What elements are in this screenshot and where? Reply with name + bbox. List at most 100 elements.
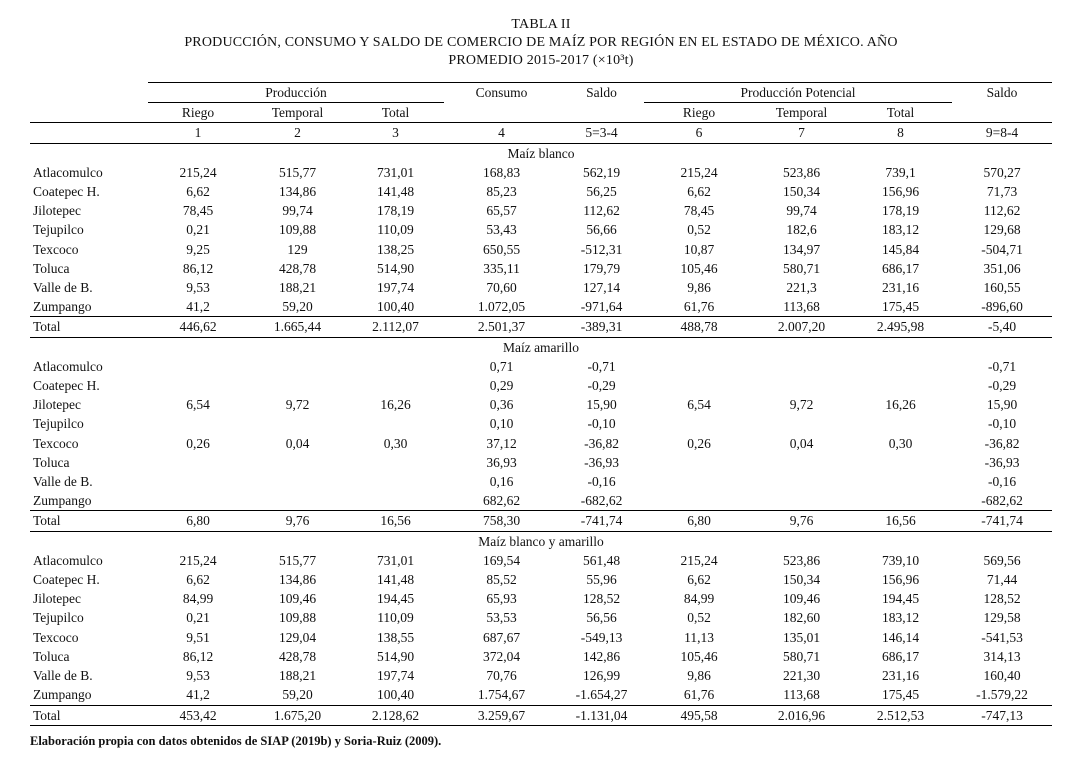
table-row: Zumpango 41,2 59,20 100,40 1.072,05 -971,64 61…	[30, 297, 1052, 317]
value-cell: -682,62	[580, 493, 623, 509]
value-cell: 351,06	[983, 260, 1021, 276]
header-group-row: Producción Consumo Saldo Producción Pote…	[30, 81, 1053, 124]
value-cell	[849, 472, 952, 491]
value-cell: 11,13	[684, 629, 714, 645]
value-cell: 85,52	[486, 572, 517, 588]
value-cell	[347, 472, 444, 491]
value-cell: 682,62	[482, 493, 521, 509]
column-number-4: 4	[444, 122, 560, 144]
value-cell	[248, 414, 347, 433]
column-header-temporal: Temporal	[248, 102, 347, 124]
table-caption-line-2: PROMEDIO 2015-2017 (×10³t)	[448, 53, 634, 68]
value-cell: 515,77	[278, 164, 317, 180]
value-cell: 178,19	[376, 203, 415, 219]
region-cell: Total	[30, 510, 148, 532]
value-cell	[754, 491, 849, 511]
value-cell: 109,88	[278, 610, 317, 626]
table-row: Toluca 86,12 428,78 514,90 335,11 179,79 105,4…	[30, 259, 1052, 278]
column-header-total-2: Total	[849, 102, 953, 124]
value-cell: -549,13	[580, 629, 623, 645]
value-cell: 650,55	[482, 241, 521, 257]
value-cell	[248, 453, 347, 472]
value-cell: 0,30	[888, 435, 913, 451]
table-row: Tejupilco 0,21 109,88 110,09 53,53 56,56 0,52 1…	[30, 608, 1052, 627]
value-cell: 99,74	[786, 203, 817, 219]
value-cell: 194,45	[376, 591, 415, 607]
total-row: Total 453,42 1.675,20 2.128,62 3.259,67 -1.13…	[30, 704, 1053, 726]
table-body: Maíz blanco Atlacomulco 215,24 515,77 731,01…	[30, 143, 1053, 726]
region-cell: Zumpango	[33, 299, 92, 315]
value-cell: 1.665,44	[248, 316, 347, 338]
table-row: Tejupilco 0,21 109,88 110,09 53,43 56,66 0,52 1…	[30, 220, 1052, 239]
value-cell: 6,62	[186, 572, 210, 588]
value-cell: 687,67	[482, 629, 521, 645]
value-cell: 739,1	[885, 164, 916, 180]
region-cell: Toluca	[33, 260, 70, 276]
value-cell: 134,86	[278, 572, 317, 588]
value-cell: 59,20	[282, 687, 313, 703]
value-cell: 0,26	[687, 435, 711, 451]
column-number-8: 8	[849, 122, 953, 144]
section-title: Maíz amarillo	[502, 339, 580, 355]
value-cell: 1.675,20	[248, 704, 347, 726]
value-cell: 126,99	[582, 668, 621, 684]
value-cell: 156,96	[881, 572, 920, 588]
value-cell: 56,66	[586, 222, 617, 238]
value-cell	[248, 472, 347, 491]
value-cell: 65,57	[486, 203, 517, 219]
value-cell: 150,34	[782, 572, 821, 588]
value-cell: -0,10	[587, 416, 616, 432]
value-cell: 1.754,67	[477, 687, 526, 703]
table-row: Tejupilco 0,10 -0,10 -0,10	[30, 414, 1052, 433]
value-cell: 453,42	[148, 704, 248, 726]
value-cell: 515,77	[278, 552, 317, 568]
value-cell: 562,19	[582, 164, 621, 180]
table-row: Coatepec H. 6,62 134,86 141,48 85,23 56,25 6,6…	[30, 182, 1052, 201]
value-cell	[849, 491, 952, 511]
column-header-riego-2: Riego	[644, 102, 755, 124]
value-cell: -747,13	[952, 704, 1053, 726]
value-cell: 580,71	[782, 648, 821, 664]
value-cell: 9,53	[186, 280, 210, 296]
value-cell: 6,62	[186, 184, 210, 200]
value-cell: -512,31	[580, 241, 623, 257]
value-cell: 9,86	[687, 280, 711, 296]
value-cell: 580,71	[782, 260, 821, 276]
section-title: Maíz blanco	[507, 145, 575, 161]
value-cell: 175,45	[881, 299, 920, 315]
value-cell: 61,76	[683, 299, 715, 315]
value-cell: 150,34	[782, 184, 821, 200]
value-cell	[148, 491, 248, 511]
value-cell: 335,11	[483, 260, 520, 276]
value-cell	[347, 376, 444, 395]
value-cell: 138,25	[376, 241, 415, 257]
column-number-3: 3	[347, 122, 445, 144]
value-cell: -741,74	[559, 510, 645, 532]
value-cell	[644, 491, 754, 511]
value-cell: 36,93	[486, 454, 517, 470]
value-cell: 0,71	[489, 358, 514, 374]
value-cell: -1.654,27	[575, 687, 628, 703]
value-cell: -1.579,22	[976, 687, 1028, 703]
value-cell: 183,12	[881, 222, 920, 238]
value-cell: 6,80	[644, 510, 755, 532]
section-title: Maíz blanco y amarillo	[478, 533, 604, 549]
value-cell: -504,71	[981, 241, 1023, 257]
value-cell: 113,68	[783, 687, 820, 703]
column-group-produccion-potencial: Producción Potencial	[644, 81, 953, 104]
value-cell: 0,04	[285, 435, 310, 451]
value-cell: 86,12	[182, 260, 214, 276]
value-cell: 15,90	[586, 397, 617, 413]
value-cell: 16,56	[849, 510, 953, 532]
value-cell: 215,24	[179, 552, 217, 568]
value-cell: 145,84	[881, 241, 920, 257]
value-cell: 70,60	[486, 280, 517, 296]
value-cell	[754, 376, 849, 395]
value-cell: 56,25	[586, 184, 617, 200]
value-cell: 113,68	[783, 299, 820, 315]
value-cell: 3.259,67	[444, 704, 560, 726]
value-cell: 686,17	[881, 260, 920, 276]
value-cell: 179,79	[582, 260, 621, 276]
column-header-temporal-2: Temporal	[754, 102, 850, 124]
